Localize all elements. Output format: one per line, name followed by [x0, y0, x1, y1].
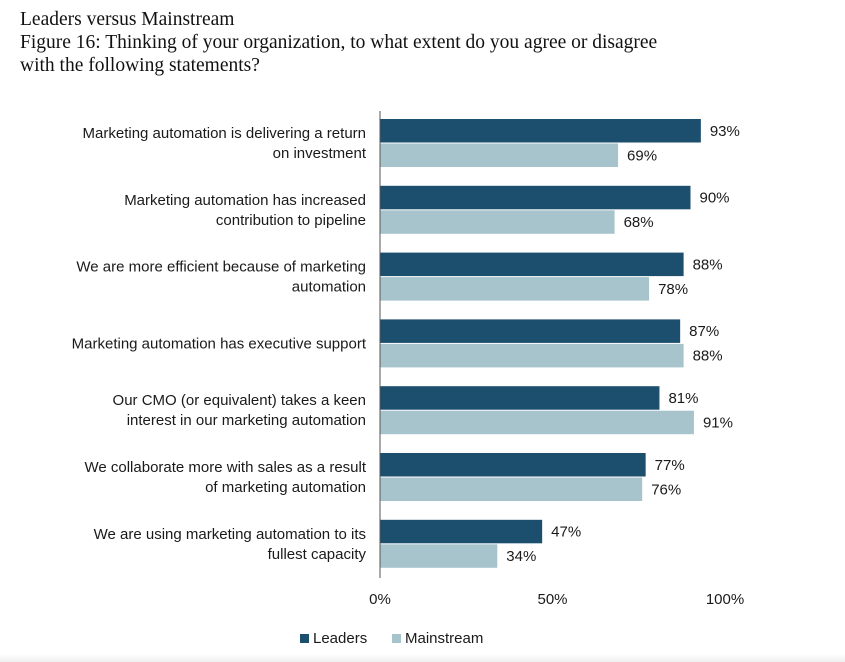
category-label-line: automation — [292, 279, 366, 296]
leaders-bar — [380, 519, 543, 544]
x-tick-label: 50% — [537, 591, 567, 608]
category-label-line: We collaborate more with sales as a resu… — [84, 459, 366, 476]
category-label-line: Marketing automation is delivering a ret… — [83, 125, 366, 142]
mainstream-bar — [380, 210, 615, 234]
mainstream-value-label: 91% — [703, 414, 733, 431]
mainstream-bar — [380, 343, 684, 368]
leaders-value-label: 81% — [668, 390, 698, 407]
category-label: Marketing automation has executive suppo… — [72, 335, 367, 352]
category-label-line: Our CMO (or equivalent) takes a keen — [113, 392, 366, 409]
x-tick-label: 100% — [706, 591, 744, 608]
category-label-line: fullest capacity — [268, 546, 367, 563]
category-label: Marketing automation has increased contri… — [124, 192, 366, 229]
chart-title: Leaders versus Mainstream — [20, 9, 235, 30]
leaders-bar — [380, 119, 701, 143]
leaders-value-label: 90% — [700, 190, 730, 207]
mainstream-value-label: 88% — [693, 348, 723, 365]
mainstream-bar — [380, 277, 650, 301]
mainstream-bar — [380, 143, 619, 167]
category-label: We collaborate more with sales as a resu… — [84, 459, 366, 496]
leaders-bar — [380, 319, 681, 343]
category-label-line: contribution to pipeline — [216, 212, 366, 229]
leaders-bar — [380, 453, 646, 477]
chart-subtitle-line-1: Figure 16: Thinking of your organization… — [20, 32, 658, 53]
legend-swatch-mainstream — [392, 634, 401, 643]
leaders-value-label: 88% — [693, 256, 723, 273]
mainstream-value-label: 76% — [651, 481, 681, 498]
legend-label-mainstream: Mainstream — [405, 630, 483, 647]
category-label-line: Marketing automation has executive suppo… — [72, 335, 367, 352]
chart-subtitle-line-2: with the following statements? — [20, 55, 260, 76]
leaders-value-label: 87% — [689, 323, 719, 340]
mainstream-value-label: 34% — [506, 548, 536, 565]
category-label-line: We are more efficient because of marketi… — [76, 259, 366, 276]
leaders-bar — [380, 185, 691, 210]
leaders-value-label: 47% — [551, 524, 581, 541]
page-bottom-shade — [0, 654, 845, 662]
category-label-line: Marketing automation has increased — [124, 192, 366, 209]
category-label-line: interest in our marketing automation — [127, 412, 366, 429]
mainstream-value-label: 68% — [624, 214, 654, 231]
category-label: We are using marketing automation to its… — [94, 526, 367, 563]
mainstream-bar — [380, 477, 643, 501]
mainstream-value-label: 69% — [627, 147, 657, 164]
legend-label-leaders: Leaders — [313, 630, 367, 647]
category-label-line: on investment — [273, 145, 367, 162]
leaders-value-label: 93% — [710, 123, 740, 140]
category-label-line: of marketing automation — [205, 479, 366, 496]
leaders-value-label: 77% — [655, 457, 685, 474]
category-label: Marketing automation is delivering a ret… — [83, 125, 367, 162]
mainstream-value-label: 78% — [658, 281, 688, 298]
legend-swatch-leaders — [300, 634, 309, 643]
leaders-bar — [380, 386, 660, 410]
chart-titles: Leaders versus Mainstream Figure 16: Thi… — [20, 8, 657, 77]
leaders-bar — [380, 252, 684, 277]
mainstream-bar — [380, 544, 498, 568]
x-tick-label: 0% — [369, 591, 391, 608]
category-label: We are more efficient because of marketi… — [76, 259, 366, 296]
category-label-line: We are using marketing automation to its — [94, 526, 366, 543]
mainstream-bar — [380, 410, 694, 435]
category-label: Our CMO (or equivalent) takes a keen inte… — [113, 392, 366, 429]
